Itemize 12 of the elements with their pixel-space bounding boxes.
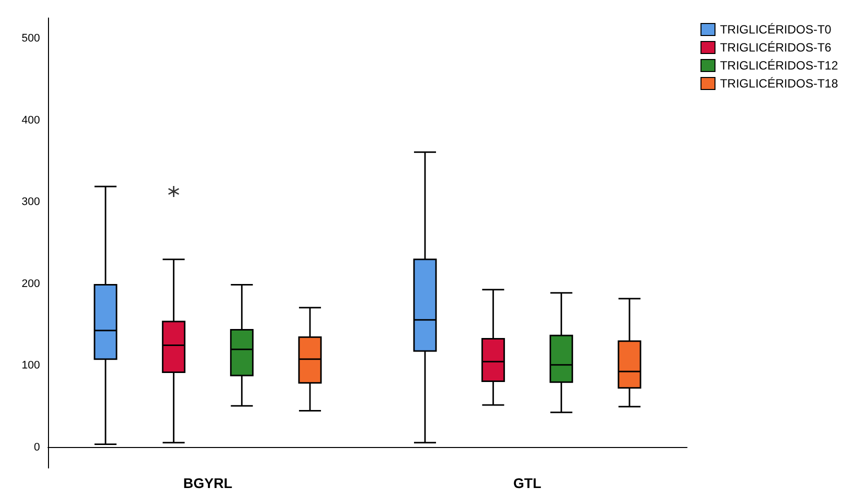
y-tick-label: 0 (34, 442, 40, 454)
x-tick-label: GTL (513, 475, 542, 491)
legend-label: TRIGLICÉRIDOS-T12 (720, 58, 838, 72)
y-tick-label: 300 (22, 196, 40, 208)
y-tick-label: 100 (22, 360, 40, 372)
legend-label: TRIGLICÉRIDOS-T6 (720, 40, 832, 54)
y-tick-label: 200 (22, 278, 40, 290)
y-tick-label: 500 (22, 32, 40, 44)
y-tick-label: 400 (22, 114, 40, 126)
legend-label: TRIGLICÉRIDOS-T0 (720, 22, 832, 36)
x-tick-label: BGYRL (183, 475, 233, 491)
legend-label: TRIGLICÉRIDOS-T18 (720, 76, 838, 90)
